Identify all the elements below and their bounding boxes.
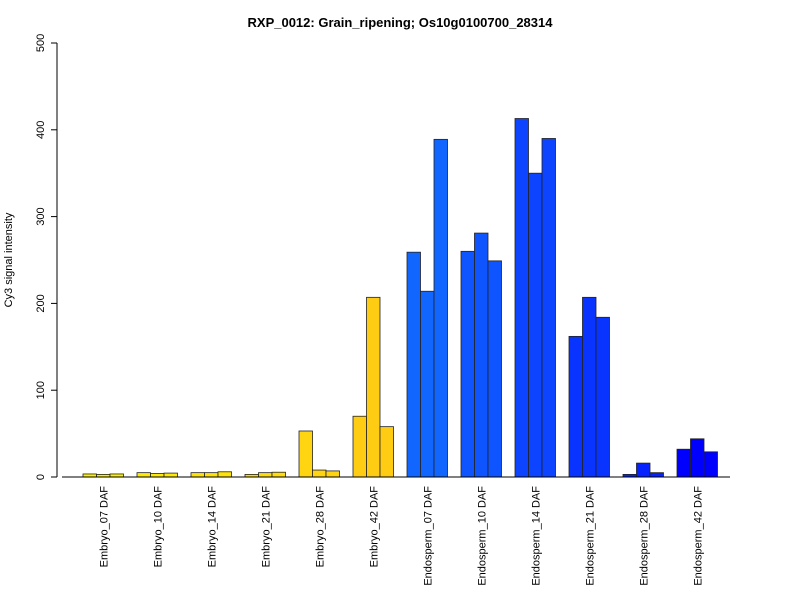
bar	[568, 335, 583, 478]
bar	[150, 473, 165, 478]
bar	[582, 296, 597, 478]
bar	[649, 472, 664, 478]
x-tick-label: Embryo_28 DAF	[314, 486, 326, 568]
bar	[136, 472, 151, 478]
bar	[487, 260, 502, 478]
bar	[420, 290, 435, 478]
y-axis: 0 100 200 300 400 500	[35, 34, 58, 480]
bar	[217, 471, 232, 478]
bar	[258, 472, 273, 478]
y-tick-label: 100	[35, 381, 47, 399]
chart-title: RXP_0012: Grain_ripening; Os10g0100700_2…	[248, 15, 554, 30]
bar	[460, 250, 475, 478]
bar	[352, 415, 367, 478]
bar	[595, 316, 610, 478]
bar	[163, 472, 178, 478]
bar	[676, 448, 691, 478]
bar	[298, 430, 313, 478]
bar	[636, 462, 651, 478]
x-tick-label: Endosperm_14 DAF	[530, 486, 542, 586]
y-tick-label: 0	[35, 474, 47, 480]
y-axis-label: Cy3 signal intensity	[3, 212, 15, 307]
y-tick-label: 500	[35, 34, 47, 52]
x-tick-label: Endosperm_42 DAF	[692, 486, 704, 586]
bar	[474, 232, 489, 478]
bar	[204, 472, 219, 478]
bar	[312, 469, 327, 478]
y-tick-label: 200	[35, 294, 47, 312]
bar	[406, 251, 421, 478]
x-tick-label: Embryo_21 DAF	[260, 486, 272, 568]
bar	[514, 118, 529, 478]
x-axis: Embryo_07 DAF Embryo_10 DAF Embryo_14 DAF E…	[62, 476, 730, 586]
x-tick-label: Endosperm_21 DAF	[584, 486, 596, 586]
bar	[190, 472, 205, 478]
bar	[703, 451, 718, 478]
x-tick-label: Endosperm_10 DAF	[476, 486, 488, 586]
y-tick-label: 400	[35, 121, 47, 139]
bar	[325, 470, 340, 478]
y-tick-label: 300	[35, 207, 47, 225]
bar	[541, 138, 556, 478]
x-tick-label: Embryo_10 DAF	[152, 486, 164, 568]
bar	[271, 471, 286, 478]
bar	[379, 426, 394, 478]
bar	[366, 296, 381, 478]
bar	[690, 438, 705, 478]
bars	[82, 118, 718, 478]
x-tick-label: Embryo_07 DAF	[98, 486, 110, 568]
bar	[528, 172, 543, 478]
bar	[433, 138, 448, 478]
x-tick-label: Endosperm_07 DAF	[422, 486, 434, 586]
x-tick-label: Embryo_42 DAF	[368, 486, 380, 568]
x-tick-label: Endosperm_28 DAF	[638, 486, 650, 586]
x-tick-label: Embryo_14 DAF	[206, 486, 218, 568]
